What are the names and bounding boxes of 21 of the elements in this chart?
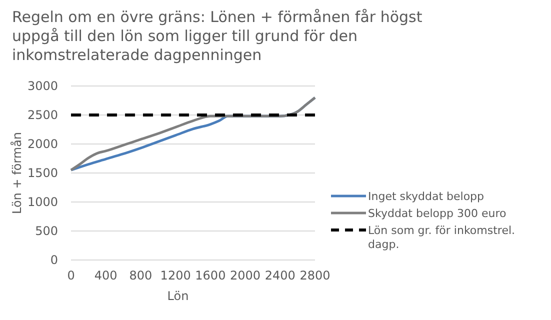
y-tick-label: 0 [50, 252, 58, 267]
x-tick-label: 1200 [160, 268, 191, 283]
x-tick-label: 1600 [195, 268, 226, 283]
x-tick-label: 0 [67, 268, 75, 283]
y-tick-label: 1500 [27, 166, 58, 180]
y-axis-title: Lön + förmån [10, 132, 24, 214]
x-tick-label: 2400 [264, 268, 296, 283]
y-tick-label: 500 [35, 224, 58, 238]
x-tick-label: 2800 [300, 268, 330, 283]
legend-label: Inget skyddat belopp [368, 190, 484, 203]
chart-title: Regeln om en övre gräns: Lönen + förmånen får högst uppgå till den lön som ligger till grund för den inkomstrelaterade dagpenningen [12, 8, 422, 64]
legend-label: Skyddat belopp 300 euro [368, 207, 506, 220]
y-tick-label: 2500 [27, 108, 58, 122]
x-tick-label: 400 [94, 268, 118, 283]
x-tick-label: 2000 [230, 268, 261, 283]
legend-label: Lön som gr. för inkomstrel. dagp. [368, 224, 516, 251]
y-tick-label: 3000 [27, 78, 58, 93]
y-tick-label: 2000 [27, 136, 58, 151]
x-tick-label: 800 [129, 268, 152, 283]
x-axis-title: Lön [167, 289, 189, 303]
y-tick-label: 1000 [27, 194, 58, 209]
